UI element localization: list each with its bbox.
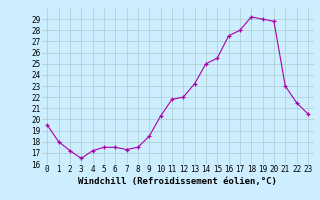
X-axis label: Windchill (Refroidissement éolien,°C): Windchill (Refroidissement éolien,°C) (78, 177, 277, 186)
